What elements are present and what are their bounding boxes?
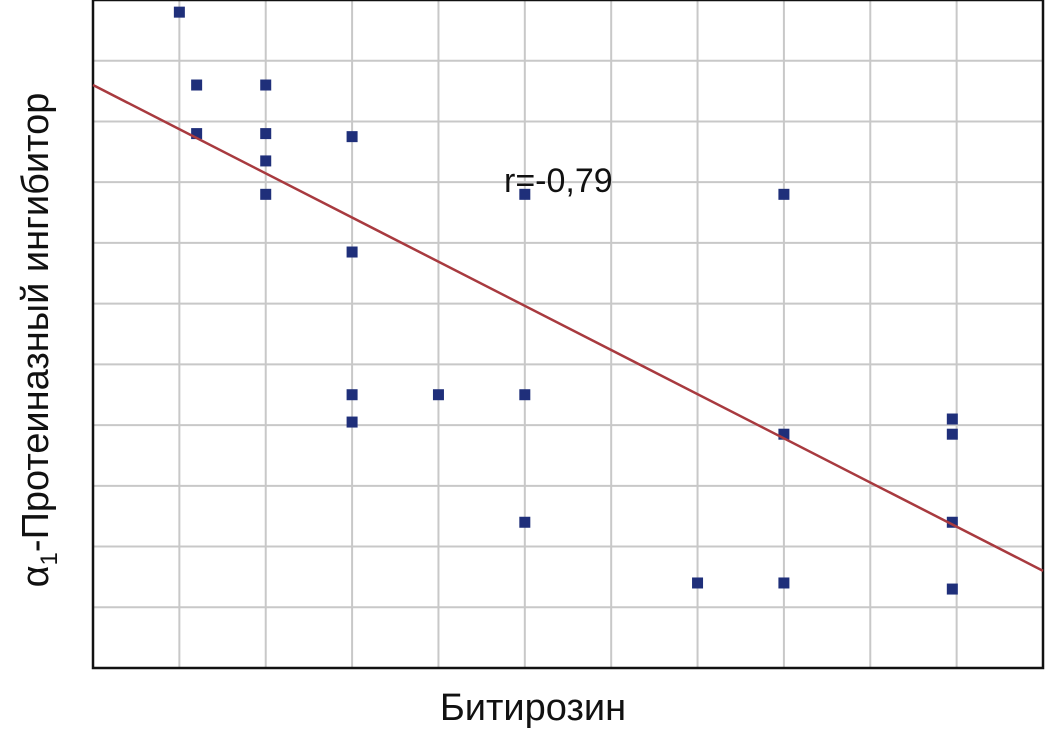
data-point: [432, 389, 444, 401]
data-point: [346, 416, 358, 428]
y-axis-label: α1-Протеиназный ингибитор: [15, 93, 63, 588]
data-point: [346, 389, 358, 401]
data-point: [692, 577, 704, 589]
x-axis-label: Битирозин: [440, 687, 626, 729]
y-axis-label-alpha: α: [15, 565, 57, 587]
data-point: [346, 131, 358, 143]
data-points: [173, 6, 958, 595]
data-point: [346, 246, 358, 258]
data-point: [519, 516, 531, 528]
data-point: [946, 516, 958, 528]
data-point: [519, 389, 531, 401]
data-point: [946, 583, 958, 595]
data-point: [778, 577, 790, 589]
plot-frame: [91, 0, 1045, 670]
y-axis-label-text: -Протеиназный ингибитор: [15, 93, 57, 552]
correlation-annotation: r=-0,79: [504, 162, 613, 200]
data-point: [260, 79, 272, 91]
data-point: [946, 428, 958, 440]
data-point: [778, 188, 790, 200]
data-point: [519, 188, 531, 200]
y-axis-label-subscript: 1: [36, 552, 63, 565]
regression-line: [92, 83, 1044, 572]
data-point: [191, 79, 203, 91]
data-point: [260, 128, 272, 140]
data-point: [191, 128, 203, 140]
grid: [93, 0, 1043, 668]
data-point: [778, 428, 790, 440]
data-point: [946, 413, 958, 425]
data-point: [260, 155, 272, 167]
data-point: [173, 6, 185, 18]
data-point: [260, 188, 272, 200]
